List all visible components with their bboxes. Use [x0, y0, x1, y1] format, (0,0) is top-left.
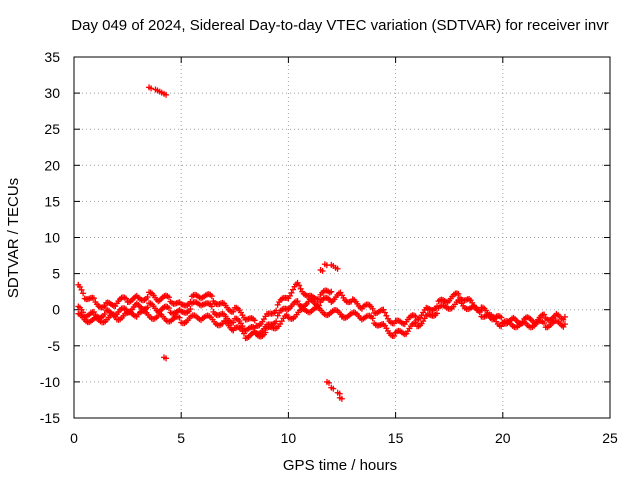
y-tick-label: 5 — [52, 266, 60, 282]
x-tick-label: 5 — [177, 430, 185, 446]
axis-ticks — [73, 56, 611, 419]
data-point — [80, 309, 87, 316]
data-point — [165, 294, 172, 301]
data-point — [240, 330, 247, 337]
data-point — [319, 267, 326, 274]
data-point — [163, 355, 170, 362]
data-point — [90, 295, 97, 302]
data-point — [288, 289, 295, 296]
y-tick-label: 20 — [44, 157, 60, 173]
data-point — [433, 310, 440, 317]
data-point — [381, 309, 388, 316]
y-tick-label: -10 — [40, 374, 60, 390]
data-point — [412, 313, 419, 320]
data-point — [208, 303, 215, 310]
x-tick-labels: 0 5 10 15 20 25 — [70, 430, 618, 446]
data-point — [316, 295, 323, 302]
series-upper-band — [75, 279, 335, 329]
data-point — [187, 298, 194, 305]
y-tick-label: 35 — [44, 49, 60, 65]
x-tick-label: 25 — [602, 430, 618, 446]
data-point — [165, 305, 172, 312]
data-point — [561, 321, 568, 328]
data-point — [498, 323, 505, 330]
x-tick-label: 20 — [495, 430, 511, 446]
data-point — [476, 309, 483, 316]
y-axis-label: SDTVAR / TECUs — [5, 178, 22, 298]
data-point — [273, 307, 280, 314]
data-point — [498, 314, 505, 321]
data-point — [123, 295, 130, 302]
data-point — [561, 313, 568, 320]
data-point — [296, 282, 303, 289]
grid-lines — [74, 57, 610, 418]
data-point — [144, 304, 151, 311]
data-point — [541, 320, 548, 327]
data-point — [90, 308, 97, 315]
y-tick-label: -5 — [48, 338, 61, 354]
data-point — [78, 286, 85, 293]
data-point — [176, 314, 183, 321]
data-point — [391, 332, 398, 339]
y-tick-label: 15 — [44, 193, 60, 209]
data-points — [75, 84, 568, 402]
data-point — [338, 395, 345, 402]
data-point — [144, 294, 151, 301]
y-tick-labels: -15 -10 -5 0 5 10 15 20 25 30 35 — [40, 49, 60, 426]
y-tick-label: 0 — [52, 302, 60, 318]
data-point — [101, 303, 108, 310]
data-point — [412, 319, 419, 326]
x-tick-label: 15 — [388, 430, 404, 446]
data-point — [208, 293, 215, 300]
data-point — [325, 379, 332, 386]
data-point — [112, 312, 119, 319]
series-base-band — [75, 289, 568, 337]
chart-title: Day 049 of 2024, Sidereal Day-to-day VTE… — [71, 17, 608, 34]
y-tick-label: 10 — [44, 230, 60, 246]
data-point — [294, 298, 301, 305]
series-lower-band — [75, 297, 568, 342]
y-tick-label: 30 — [44, 85, 60, 101]
data-point — [80, 290, 87, 297]
data-point — [251, 317, 258, 324]
data-point — [369, 315, 376, 322]
data-point — [455, 290, 462, 297]
series-outliers — [146, 84, 347, 402]
data-point — [163, 91, 170, 98]
data-point — [330, 385, 337, 392]
data-point — [101, 311, 108, 318]
data-point — [273, 318, 280, 325]
x-axis-label: GPS time / hours — [283, 457, 397, 474]
data-point — [230, 308, 237, 315]
x-tick-label: 10 — [281, 430, 297, 446]
data-point — [328, 288, 335, 295]
data-point — [187, 306, 194, 313]
data-point — [148, 85, 155, 92]
data-point — [541, 311, 548, 318]
data-point — [341, 314, 347, 321]
data-point — [334, 265, 341, 272]
data-point — [286, 292, 293, 299]
data-point — [262, 329, 269, 336]
y-tick-label: -15 — [40, 410, 60, 426]
y-tick-label: 25 — [44, 121, 60, 137]
data-point — [230, 319, 237, 326]
data-point — [369, 305, 376, 312]
x-tick-label: 0 — [70, 430, 78, 446]
